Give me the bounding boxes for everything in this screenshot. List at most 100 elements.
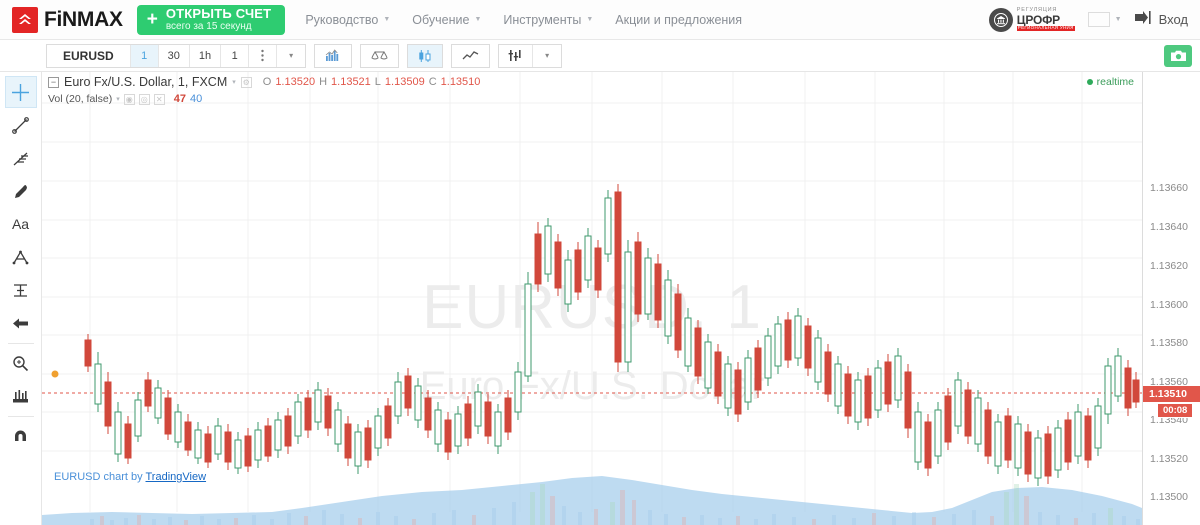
chart-title: Euro Fx/U.S. Dollar, 1, FXCM [64, 75, 228, 89]
nav-item-guide[interactable]: Руководство ▼ [305, 13, 390, 27]
indicator-label: Vol (20, false) [48, 93, 113, 105]
indicator-value-secondary: 40 [189, 93, 203, 105]
regulation-top-label: РЕГУЛЯЦИЯ [1016, 6, 1058, 13]
bank-seal-icon [988, 7, 1013, 32]
interval-1h[interactable]: 1h [190, 44, 222, 67]
plus-icon: + [146, 9, 158, 30]
volume-area [42, 476, 1142, 525]
chevron-down-icon: ▼ [1114, 16, 1122, 23]
trend-line-icon[interactable] [5, 109, 37, 141]
text-tool-icon[interactable]: Aa [11, 216, 30, 232]
price-tick: 1.13580 [1150, 337, 1188, 349]
brush-icon[interactable] [5, 175, 37, 207]
nav-label: Инструменты [503, 12, 582, 27]
line-style-group [451, 43, 491, 68]
indicator-legend: Vol (20, false) ▾ ◉ ◎ ✕ 47 40 [48, 93, 202, 105]
symbol-button[interactable]: EURUSD [47, 44, 131, 67]
nav-label: Акции и предложения [615, 12, 743, 27]
interval-1d[interactable]: 1 [221, 44, 250, 67]
cta-sub-label: всего за 15 секунд [165, 21, 252, 33]
indicator-visibility-icon[interactable]: ◉ [123, 93, 135, 105]
chart-style-group [407, 43, 444, 68]
russian-flag-icon [1087, 12, 1110, 27]
indicator-settings-icon[interactable]: ◎ [138, 93, 150, 105]
interval-dropdown-caret[interactable]: ▾ [289, 51, 294, 60]
camera-icon[interactable] [1164, 44, 1192, 67]
indicator-caret-icon[interactable]: ▾ [116, 96, 120, 103]
chart-column: EURUSD, 1 Euro Fx/U.S. Dollar [42, 72, 1142, 525]
price-tick: 1.13520 [1150, 453, 1188, 465]
indicators-icon[interactable] [315, 45, 351, 67]
ohlc-value-close: 1.13510 [440, 76, 481, 88]
current-price-label: 1.13510 [1143, 386, 1200, 402]
magnet-icon[interactable] [5, 420, 37, 452]
pitchfork-icon[interactable] [5, 142, 37, 174]
login-button[interactable]: Вход [1134, 10, 1188, 30]
nav-label: Обучение [412, 12, 470, 27]
nav-item-tools[interactable]: Инструменты ▼ [503, 13, 593, 27]
zoom-icon[interactable] [5, 347, 37, 379]
ohlc-value-open: 1.13520 [275, 76, 316, 88]
finmax-logo[interactable]: FiNMAX [12, 6, 123, 33]
login-arrow-icon [1134, 10, 1152, 30]
price-tick: 1.13640 [1150, 221, 1188, 233]
price-tick: 1.13500 [1150, 491, 1188, 503]
logo-text: FiNMAX [44, 7, 123, 31]
collapse-icon[interactable]: − [48, 76, 59, 88]
templates-group: ▾ [498, 43, 563, 68]
realtime-status: realtime [1086, 76, 1134, 88]
open-account-button[interactable]: + ОТКРЫТЬ СЧЕТ всего за 15 секунд [136, 4, 286, 35]
tradingview-attribution: EURUSD chart by TradingView [54, 471, 206, 483]
order-marker [51, 370, 59, 378]
legend-settings-icon[interactable]: ⚙ [240, 76, 252, 88]
chart-toolbar: EURUSD 1 30 1h 1 ▾ [0, 40, 1200, 72]
regulation-badge: РЕГУЛЯЦИЯ ЦРОФР РЕГИОНАЛЬНАЯ УНИЯ [988, 6, 1075, 32]
price-tick: 1.13660 [1150, 182, 1188, 194]
cta-main-label: ОТКРЫТЬ СЧЕТ [165, 5, 272, 21]
symbol-and-interval-group: EURUSD 1 30 1h 1 ▾ [46, 43, 307, 68]
header-right: РЕГУЛЯЦИЯ ЦРОФР РЕГИОНАЛЬНАЯ УНИЯ ▼ Вход [988, 6, 1188, 32]
crosshair-icon[interactable] [4, 76, 37, 108]
candlestick-icon[interactable] [408, 44, 443, 67]
ohlc-key-high: H [319, 76, 328, 88]
compare-scales-icon[interactable] [361, 45, 398, 67]
status-dot-icon [1086, 79, 1093, 85]
line-chart-icon[interactable] [452, 45, 489, 67]
vertical-dots-icon[interactable] [249, 44, 278, 67]
indicator-remove-icon[interactable]: ✕ [153, 93, 165, 105]
tradingview-link[interactable]: TradingView [145, 471, 207, 483]
bar-replay-icon[interactable] [5, 380, 37, 412]
price-tick: 1.13620 [1150, 260, 1188, 272]
templates-icon[interactable] [499, 44, 534, 67]
ohlc-key-low: L [374, 76, 381, 88]
nav-item-promotions[interactable]: Акции и предложения [615, 13, 742, 27]
volume-bars [90, 484, 1140, 525]
nav-item-education[interactable]: Обучение ▼ [412, 13, 481, 27]
language-selector[interactable]: ▼ [1087, 12, 1122, 27]
interval-30m[interactable]: 30 [159, 44, 190, 67]
chevron-down-icon: ▼ [474, 16, 482, 23]
price-series [42, 184, 1142, 525]
chart-legend-main: − Euro Fx/U.S. Dollar, 1, FXCM ▾ ⚙ O 1.1… [48, 75, 480, 89]
bar-countdown-label: 00:08 [1157, 403, 1194, 418]
realtime-label: realtime [1096, 76, 1134, 88]
price-axis[interactable]: 1.13660 1.13640 1.13620 1.13600 1.13580 … [1142, 72, 1200, 525]
chevrons-up-icon [12, 6, 38, 33]
ohlc-key-open: O [262, 76, 272, 88]
price-tick: 1.13600 [1150, 299, 1188, 311]
legend-caret-icon[interactable]: ▾ [232, 79, 236, 86]
arrow-icon[interactable] [5, 307, 37, 339]
pattern-icon[interactable] [5, 241, 37, 273]
regulation-name: ЦРОФР [1016, 12, 1060, 27]
main-navigation: Руководство ▼ Обучение ▼ Инструменты ▼ А… [305, 13, 988, 27]
measure-icon[interactable] [5, 274, 37, 306]
chevron-down-icon: ▼ [586, 16, 594, 23]
ohlc-value-low: 1.13509 [384, 76, 425, 88]
indicators-group [314, 43, 353, 68]
chart-canvas[interactable]: EURUSD, 1 Euro Fx/U.S. Dollar [42, 72, 1142, 525]
drawing-tools-sidebar: Aa [0, 72, 42, 525]
regulation-sub-label: РЕГИОНАЛЬНАЯ УНИЯ [1016, 25, 1075, 32]
interval-1m[interactable]: 1 [130, 44, 159, 67]
login-label: Вход [1158, 12, 1188, 27]
templates-caret[interactable]: ▾ [545, 51, 550, 60]
